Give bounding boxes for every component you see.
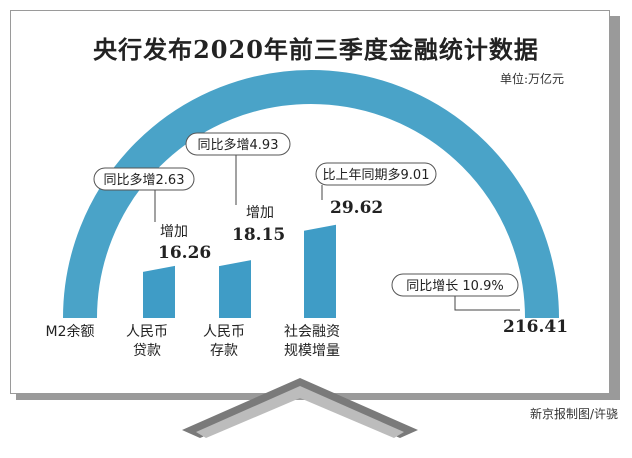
value-prefix-2: 增加 [246,205,274,221]
category-label-0: M2余额 [46,323,95,340]
callout-box-3 [315,162,437,186]
value-label-0: 216.41 [503,317,568,337]
callout-box-2 [185,132,291,156]
credit-line: 新京报制图/许骁 [529,407,618,421]
callout-text-0: 同比增长 10.9% [406,279,503,294]
leader-line-0 [454,296,520,311]
category-label-1: 人民币 [126,324,168,340]
category-label-2-line2: 存款 [210,343,238,359]
m2-arc-bar [63,70,559,319]
bar-3 [304,224,336,318]
callout-box-1 [93,167,195,191]
category-label-2: 人民币 [203,324,245,340]
value-prefix-1: 增加 [160,224,188,240]
callout-text-3: 比上年同期多9.01 [323,167,430,183]
bar-2 [219,260,251,318]
category-label-1-line2: 贷款 [133,343,161,359]
callout-text-1: 同比多增2.63 [104,172,185,188]
category-label-3: 社会融资 [284,324,340,340]
callout-box-0 [391,273,519,297]
value-label-3: 29.62 [330,198,383,218]
bar-1 [143,265,175,318]
chart-title: 央行发布2020年前三季度金融统计数据 [93,35,539,64]
unit-note: 单位:万亿元 [500,72,565,86]
value-label-2: 18.15 [232,225,285,245]
category-label-3-line2: 规模增量 [284,343,340,359]
callout-text-2: 同比多增4.93 [198,137,279,153]
value-label-1: 16.26 [158,243,211,263]
